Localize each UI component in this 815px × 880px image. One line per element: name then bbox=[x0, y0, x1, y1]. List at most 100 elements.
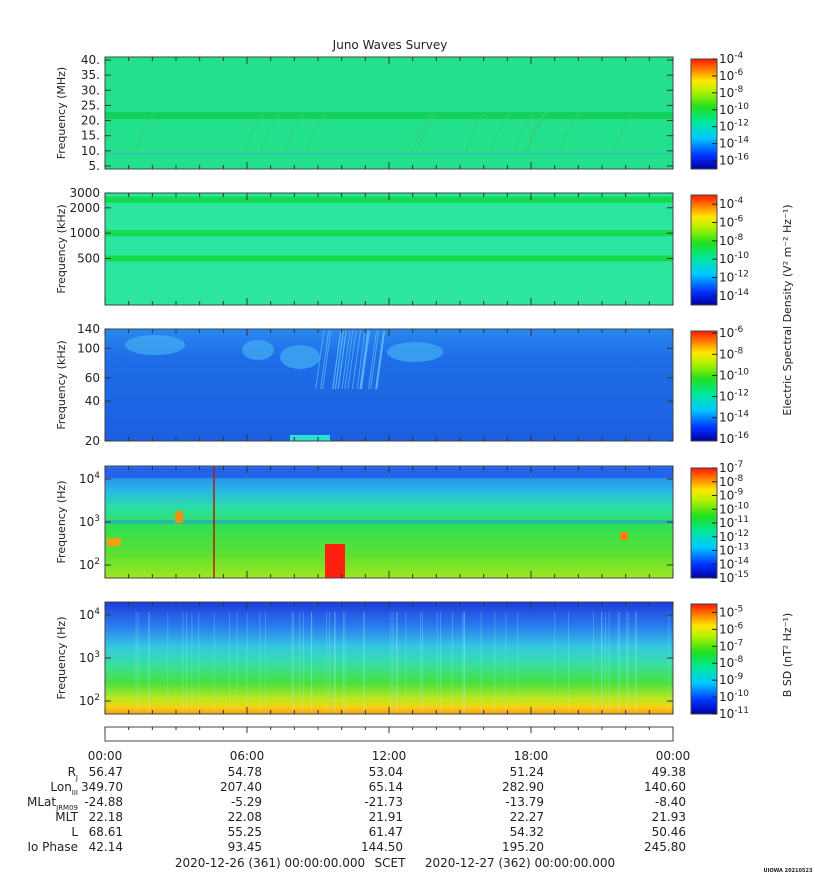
y-tick-label: 3000 bbox=[69, 186, 100, 200]
ephemeris-value: 93.45 bbox=[228, 840, 262, 854]
y-tick-exponent: 3 bbox=[94, 650, 100, 660]
y-tick-label: 102 bbox=[79, 693, 100, 708]
colorbar-label: 10-6 bbox=[719, 68, 744, 83]
streak bbox=[332, 330, 342, 390]
plot-title: Juno Waves Survey bbox=[332, 38, 448, 52]
y-tick-label: 102 bbox=[79, 557, 100, 572]
panel-magnetic: 102 103 104 Frequency (Hz) 10-5 10-6 10-7 10-8 1… bbox=[55, 601, 749, 721]
y-tick-label: 103 bbox=[79, 514, 100, 529]
colorbar-exponent: -9 bbox=[734, 672, 743, 682]
colorbar-label: 10-10 bbox=[719, 367, 749, 382]
electric-colorbar-title: Electric Spectral Density (V² m⁻² Hz⁻¹) bbox=[781, 204, 794, 415]
ephemeris-label-sub: J bbox=[75, 774, 78, 782]
colorbar-label: 10-6 bbox=[719, 215, 744, 230]
ephemeris-table: RJ 56.47 54.78 53.04 51.24 49.38 LonIII 349.70 2… bbox=[27, 765, 686, 854]
ephemeris-value: 42.14 bbox=[89, 840, 123, 854]
streak bbox=[344, 330, 354, 390]
colorbar-label: 10-10 bbox=[719, 689, 749, 704]
colorbar-label: 10-16 bbox=[719, 431, 749, 446]
ephemeris-value: 68.61 bbox=[89, 825, 123, 839]
colorbar-label: 10-11 bbox=[719, 706, 749, 721]
arc-feature bbox=[411, 111, 433, 153]
emission-band bbox=[105, 520, 673, 524]
colorbar-label: 10-10 bbox=[719, 102, 749, 117]
time-label: 00:00 bbox=[656, 749, 691, 763]
ephemeris-label: RJ bbox=[68, 765, 78, 782]
magnetic-colorbar-title: B SD (nT² Hz⁻¹) bbox=[781, 613, 794, 697]
colorbar-label: 10-8 bbox=[719, 85, 744, 100]
spectrogram-lfr-high bbox=[105, 329, 673, 441]
colorbar-label: 10-10 bbox=[719, 251, 749, 266]
y-axis-label: Frequency (MHz) bbox=[55, 67, 68, 159]
colorbar-label: 10-7 bbox=[719, 460, 743, 475]
colorbar-exponent: -11 bbox=[734, 706, 749, 716]
ephemeris-value: 65.14 bbox=[369, 780, 403, 794]
y-axis-label: Frequency (Hz) bbox=[55, 617, 68, 700]
footer-end: 2020-12-27 (362) 00:00:00.000 bbox=[425, 856, 615, 870]
arc-feature bbox=[526, 111, 549, 153]
colorbar-label: 10-15 bbox=[719, 570, 749, 585]
streak bbox=[375, 330, 385, 390]
colorbar bbox=[690, 330, 718, 442]
ephemeris-value: 61.47 bbox=[369, 825, 403, 839]
colorbar-exponent: -8 bbox=[734, 474, 743, 484]
colorbar-exponent: -14 bbox=[734, 136, 749, 146]
colorbar bbox=[690, 58, 718, 170]
ephemeris-value: 21.91 bbox=[369, 810, 403, 824]
ephemeris-value: 56.47 bbox=[89, 765, 123, 779]
streak bbox=[315, 330, 325, 390]
streak bbox=[347, 330, 357, 390]
emission-blob bbox=[242, 340, 274, 360]
time-label: 00:00 bbox=[88, 749, 123, 763]
ephemeris-value: -24.88 bbox=[84, 795, 123, 809]
watermark: UIOWA 20210523 bbox=[764, 868, 813, 874]
y-tick-label: 1000 bbox=[69, 226, 100, 240]
arc-feature bbox=[464, 111, 487, 153]
time-label: 06:00 bbox=[230, 749, 265, 763]
colorbar-label: 10-6 bbox=[719, 325, 744, 340]
y-tick-exponent: 4 bbox=[94, 471, 100, 481]
arc-feature bbox=[243, 111, 266, 153]
y-tick-exponent: 4 bbox=[94, 607, 100, 617]
colorbar-exponent: -12 bbox=[734, 389, 749, 399]
colorbar-label: 10-12 bbox=[719, 270, 749, 285]
emission-blob bbox=[280, 345, 320, 369]
ephemeris-label: MLT bbox=[55, 810, 78, 824]
arc-feature bbox=[489, 111, 512, 153]
y-tick-label: 30. bbox=[81, 83, 100, 97]
ephemeris-value: -21.73 bbox=[364, 795, 403, 809]
colorbar-label: 10-6 bbox=[719, 621, 744, 636]
emission-patch bbox=[290, 435, 330, 441]
colorbar-exponent: -4 bbox=[734, 196, 743, 206]
y-axis-label: Frequency (Hz) bbox=[55, 481, 68, 564]
y-tick-label: 140 bbox=[77, 322, 100, 336]
colorbar-exponent: -10 bbox=[734, 367, 749, 377]
y-tick-label: 10. bbox=[81, 144, 100, 158]
ephemeris-value: 22.27 bbox=[510, 810, 544, 824]
ephemeris-label: LonIII bbox=[50, 780, 78, 797]
y-tick-label: 5. bbox=[89, 159, 100, 173]
colorbar-label: 10-5 bbox=[719, 604, 743, 619]
colorbar-label: 10-4 bbox=[719, 51, 744, 66]
emission-blob bbox=[125, 335, 185, 355]
colorbar-exponent: -6 bbox=[734, 621, 743, 631]
streak bbox=[351, 330, 361, 390]
colorbar-exponent: -14 bbox=[734, 288, 749, 298]
ephemeris-value: 55.25 bbox=[228, 825, 262, 839]
colorbar-exponent: -8 bbox=[734, 346, 743, 356]
colorbar-exponent: -15 bbox=[734, 570, 749, 580]
emission-band bbox=[105, 255, 673, 262]
colorbar-label: 10-4 bbox=[719, 196, 744, 211]
arc-feature bbox=[558, 111, 581, 153]
ephemeris-value: 144.50 bbox=[361, 840, 403, 854]
colorbar-exponent: -7 bbox=[734, 460, 743, 470]
colorbar-label: 10-14 bbox=[719, 410, 749, 425]
colorbar-label: 10-8 bbox=[719, 655, 744, 670]
emission-band bbox=[105, 152, 673, 155]
y-tick-label: 20. bbox=[81, 114, 100, 128]
streak bbox=[320, 330, 330, 390]
y-tick-label: 100 bbox=[77, 341, 100, 355]
colorbar-exponent: -16 bbox=[734, 153, 749, 163]
arc-feature bbox=[612, 111, 635, 153]
